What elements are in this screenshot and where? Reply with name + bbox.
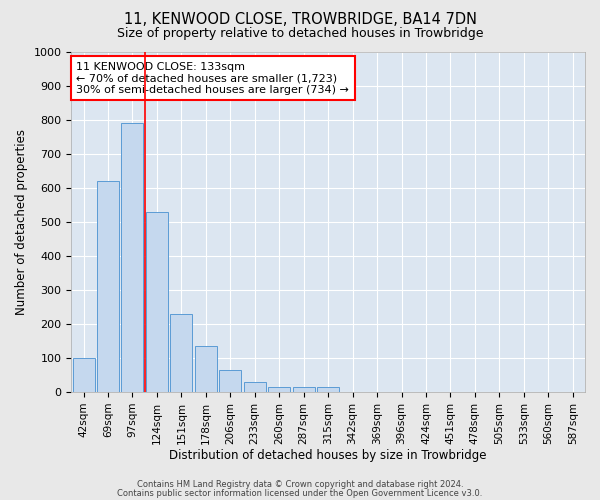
Text: Contains HM Land Registry data © Crown copyright and database right 2024.: Contains HM Land Registry data © Crown c… [137,480,463,489]
Bar [195,346,217,392]
Text: Contains public sector information licensed under the Open Government Licence v3: Contains public sector information licen… [118,488,482,498]
Text: 11, KENWOOD CLOSE, TROWBRIDGE, BA14 7DN: 11, KENWOOD CLOSE, TROWBRIDGE, BA14 7DN [124,12,476,28]
Bar [146,212,168,392]
Bar [73,358,95,392]
Bar [219,370,241,392]
Bar [268,387,290,392]
Bar [293,387,314,392]
Bar [317,387,339,392]
Bar [170,314,193,392]
Text: Size of property relative to detached houses in Trowbridge: Size of property relative to detached ho… [117,28,483,40]
X-axis label: Distribution of detached houses by size in Trowbridge: Distribution of detached houses by size … [169,450,487,462]
Bar [121,123,143,392]
Y-axis label: Number of detached properties: Number of detached properties [15,129,28,315]
Bar [244,382,266,392]
Text: 11 KENWOOD CLOSE: 133sqm
← 70% of detached houses are smaller (1,723)
30% of sem: 11 KENWOOD CLOSE: 133sqm ← 70% of detach… [76,62,349,95]
Bar [97,181,119,392]
